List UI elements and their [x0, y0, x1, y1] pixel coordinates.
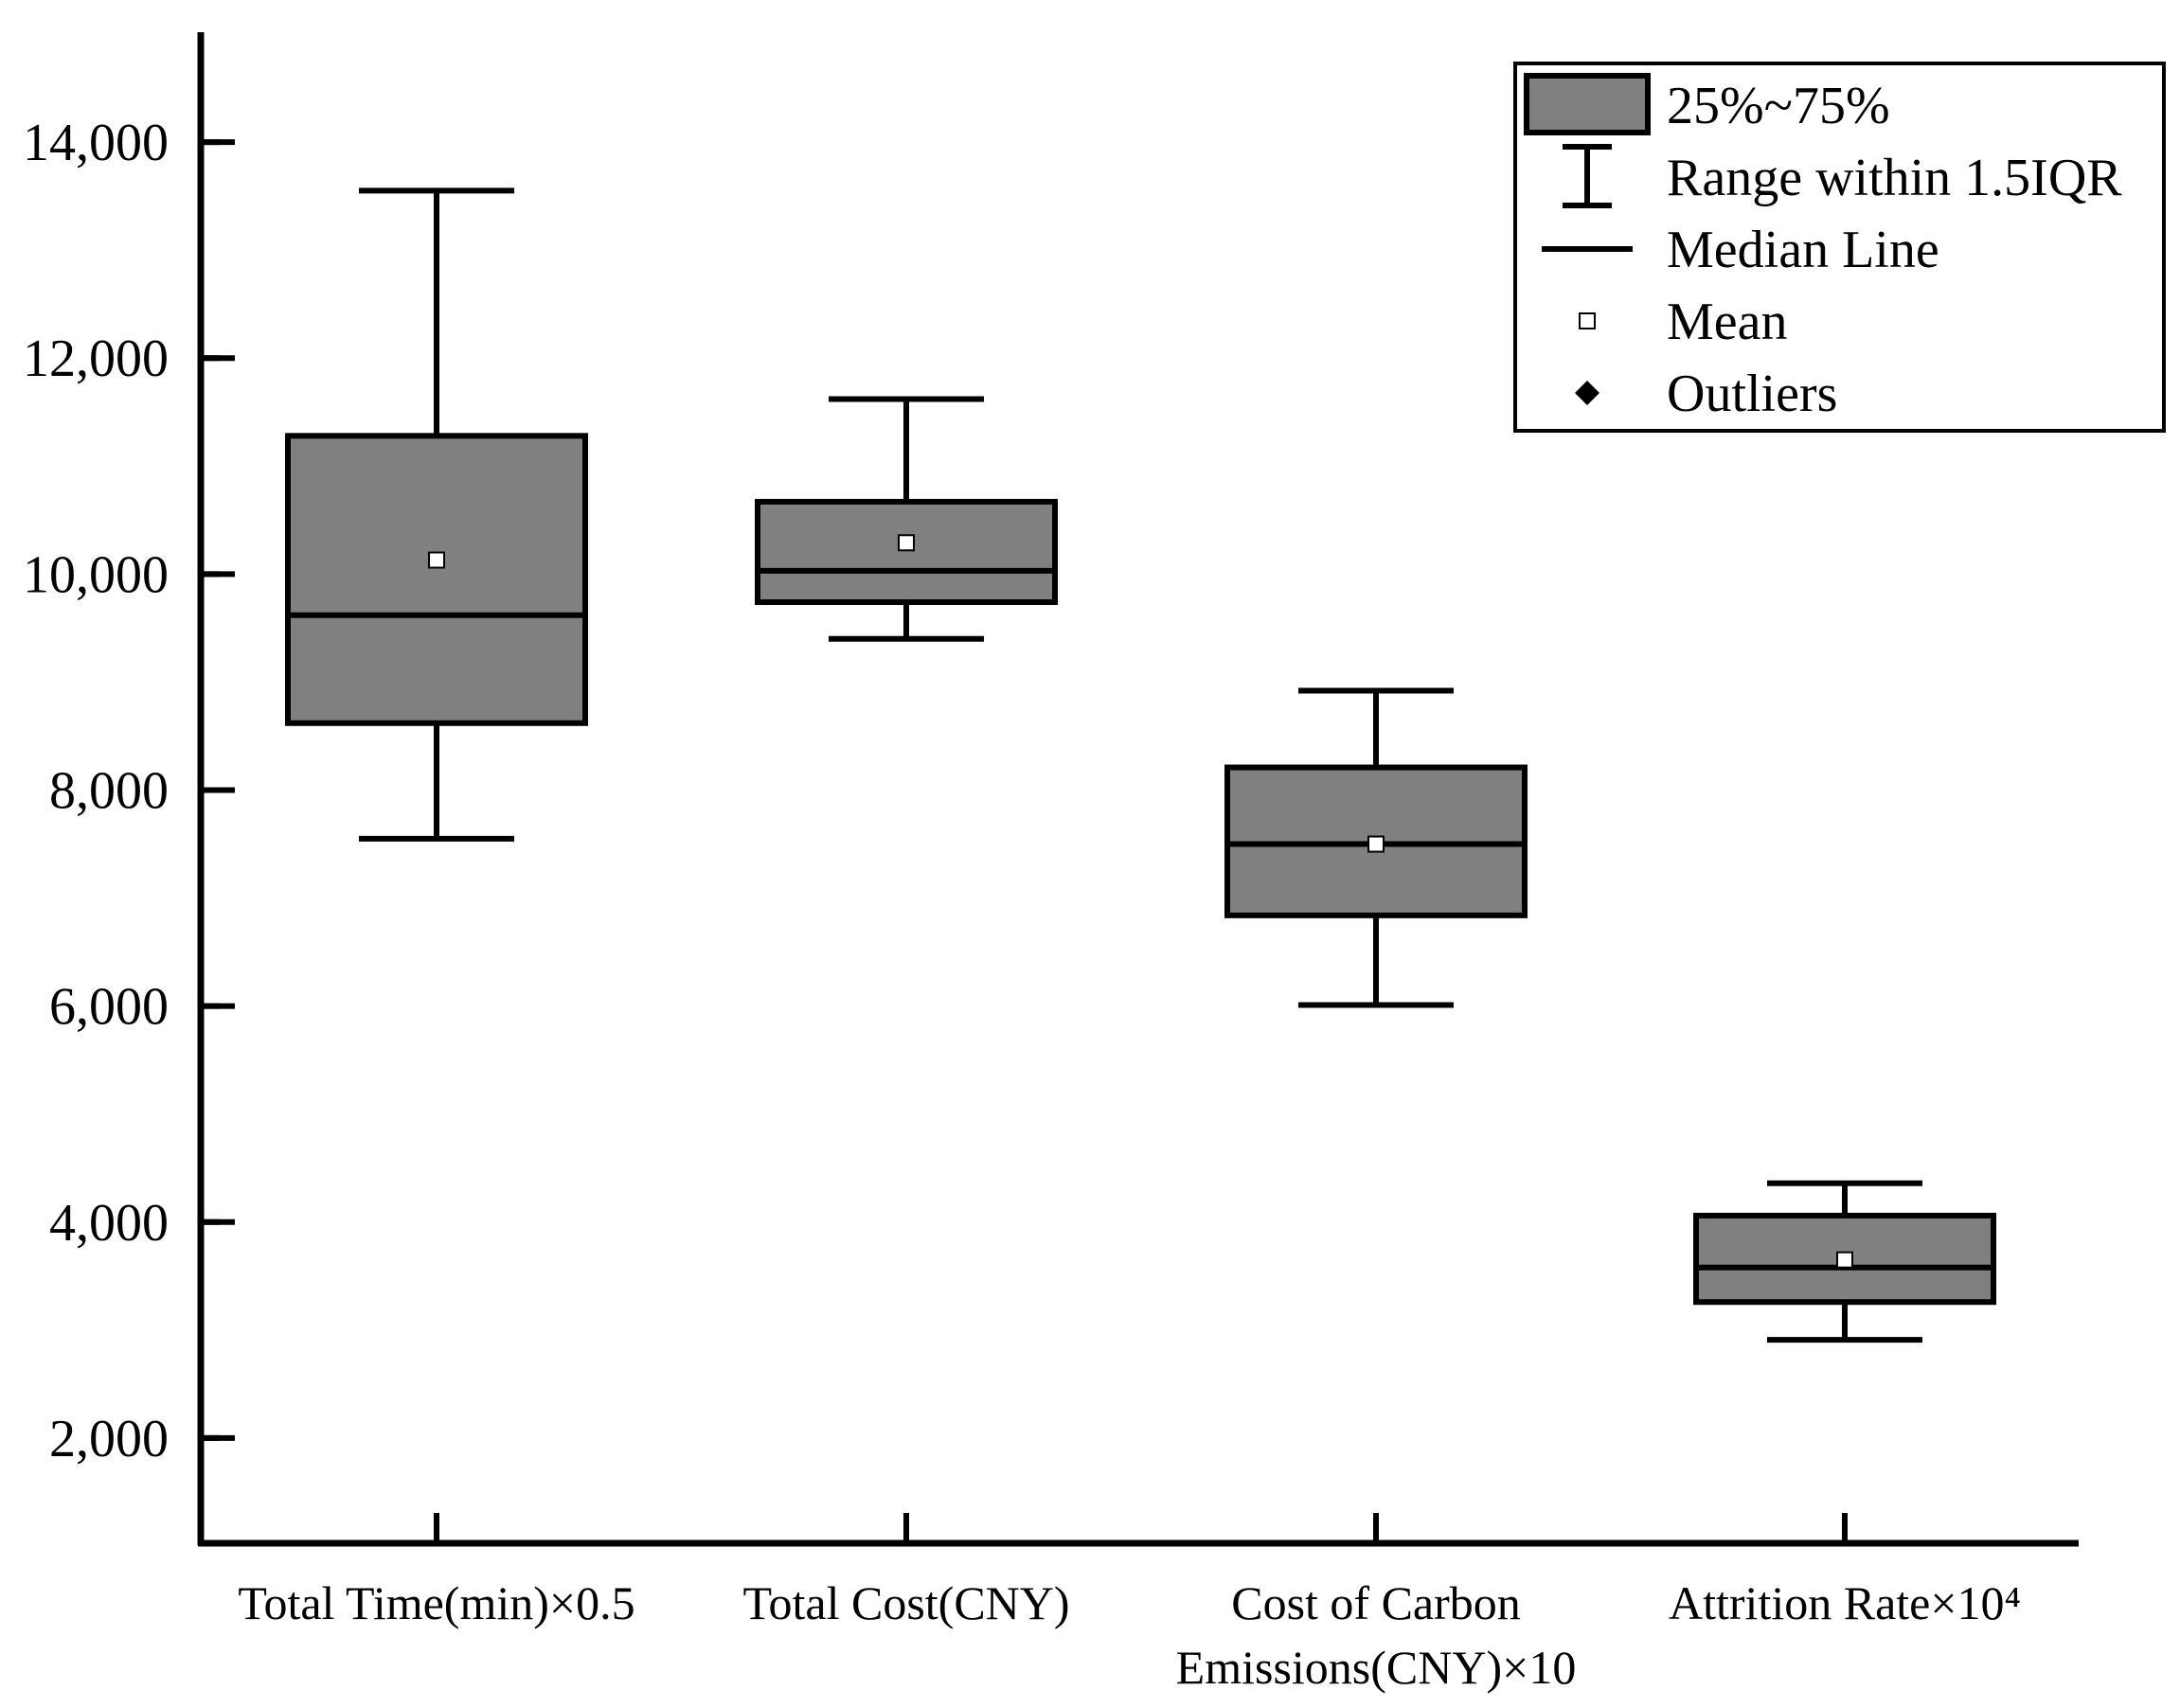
x-category-label: Cost of Carbon — [1231, 1576, 1521, 1629]
box-4 — [1693, 1180, 1996, 1343]
box-series — [285, 187, 1996, 1343]
legend-box-icon — [1524, 73, 1651, 135]
y-tick-label: 4,000 — [49, 1194, 169, 1253]
y-tick-label: 2,000 — [49, 1410, 169, 1468]
mean-marker — [1836, 1251, 1853, 1269]
x-category-label: Attrition Rate×10⁴ — [1669, 1576, 2021, 1629]
legend-outlier-icon — [1575, 381, 1599, 405]
legend-label: Range within 1.5IQR — [1667, 149, 2122, 207]
legend-item-box: 25%~75% — [1524, 73, 1890, 135]
box-3 — [1224, 687, 1528, 1008]
y-tick-label: 6,000 — [49, 978, 169, 1037]
legend-label: 25%~75% — [1667, 77, 1890, 135]
legend-item-median: Median Line — [1542, 221, 1939, 279]
box-2 — [755, 396, 1058, 642]
legend-label: Outliers — [1667, 365, 1837, 423]
y-tick-label: 14,000 — [23, 114, 169, 172]
y-tick-label: 8,000 — [49, 762, 169, 821]
mean-marker — [898, 534, 915, 552]
x-category-label: Total Cost(CNY) — [742, 1576, 1069, 1629]
iqr-box — [285, 433, 588, 726]
box-1 — [285, 187, 588, 842]
mean-marker — [1367, 835, 1385, 853]
iqr-box — [1693, 1212, 1996, 1306]
legend-item-whisker: Range within 1.5IQR — [1563, 144, 2122, 208]
y-axis: 2,000 4,000 6,000 8,000 10,000 12,000 14,000 — [23, 32, 235, 1545]
x-category-label: Emissions(CNY)×10 — [1176, 1641, 1577, 1694]
y-tick-label: 10,000 — [23, 545, 169, 604]
legend: 25%~75% Range within 1.5IQR Median Line Mea… — [1513, 62, 2166, 433]
legend-mean-icon — [1579, 312, 1596, 329]
legend-item-mean: Mean — [1579, 293, 1788, 351]
mean-marker — [428, 551, 445, 569]
legend-item-outlier: Outliers — [1575, 365, 1837, 423]
x-category-label: Total Time(min)×0.5 — [238, 1576, 634, 1629]
legend-label: Mean — [1667, 293, 1788, 351]
legend-label: Median Line — [1667, 221, 1939, 279]
iqr-box — [755, 498, 1058, 606]
y-tick-label: 12,000 — [23, 329, 169, 388]
x-axis: Total Time(min)×0.5 Total Cost(CNY) Cost o… — [198, 1513, 2079, 1694]
